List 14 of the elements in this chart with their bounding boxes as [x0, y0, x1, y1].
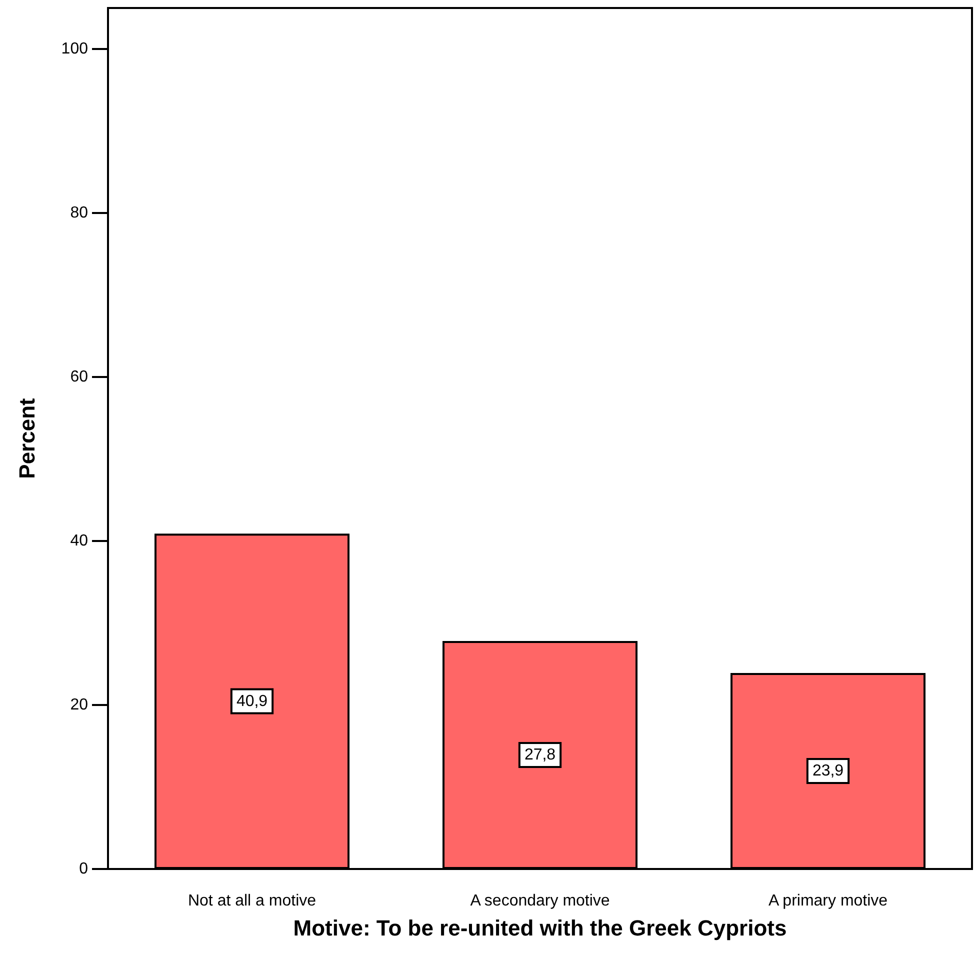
x-tick-label: Not at all a motive [188, 892, 316, 910]
data-label: 40,9 [236, 692, 268, 710]
y-axis-title: Percent [14, 397, 40, 479]
data-label: 23,9 [812, 762, 844, 780]
x-axis-title: Motive: To be re-united with the Greek Cypriots [293, 916, 787, 940]
data-label: 27,8 [524, 746, 556, 764]
y-tick-label: 80 [70, 204, 88, 222]
y-tick-label: 0 [79, 860, 88, 878]
y-tick-label: 40 [70, 532, 88, 550]
x-tick-label: A secondary motive [470, 892, 610, 910]
x-tick-label: A primary motive [768, 892, 888, 910]
y-tick-label: 100 [61, 40, 88, 58]
y-tick-label: 60 [70, 368, 88, 386]
y-tick-label: 20 [70, 696, 88, 714]
